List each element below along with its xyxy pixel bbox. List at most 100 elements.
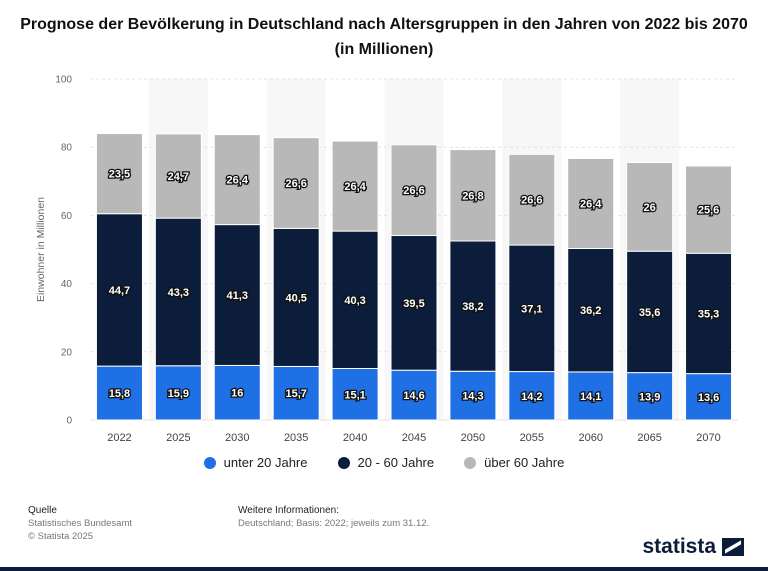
- bar-segment[interactable]: [154, 217, 202, 367]
- data-label: 15,1: [344, 389, 365, 401]
- bar-segment[interactable]: [567, 157, 615, 249]
- legend-marker-20-60: [337, 456, 350, 469]
- data-label: 26,8: [462, 190, 483, 202]
- data-label: 15,7: [285, 388, 306, 400]
- y-tick-label: 100: [55, 75, 72, 86]
- bar-segment[interactable]: [213, 364, 261, 421]
- x-tick-label: 2060: [578, 432, 602, 444]
- y-tick-label: 80: [61, 143, 73, 154]
- data-label: 41,3: [227, 290, 248, 302]
- data-label: 26,6: [403, 185, 424, 197]
- legend-label-under-20: unter 20 Jahre: [223, 455, 308, 470]
- data-label: 26,6: [285, 178, 306, 190]
- data-label: 23,5: [109, 169, 130, 181]
- data-label: 26,4: [227, 175, 249, 187]
- x-tick-label: 2040: [343, 432, 367, 444]
- data-label: 14,2: [521, 391, 542, 403]
- bar-segment[interactable]: [213, 224, 261, 366]
- data-label: 26,4: [344, 181, 366, 193]
- data-label: 40,5: [285, 292, 306, 304]
- bar-segment[interactable]: [331, 230, 379, 370]
- bar-segment[interactable]: [331, 140, 379, 232]
- bar-segment[interactable]: [508, 153, 556, 246]
- data-label: 25,6: [698, 205, 719, 217]
- bar-segment[interactable]: [154, 365, 202, 421]
- data-label: 15,8: [109, 388, 130, 400]
- data-label: 16: [231, 388, 243, 400]
- bar-segment[interactable]: [567, 371, 615, 421]
- legend-label-20-60: 20 - 60 Jahre: [357, 455, 435, 470]
- chart-title: Prognose der Bevölkerung in Deutschland …: [20, 16, 748, 58]
- data-label: 35,3: [698, 308, 719, 320]
- bar-segment[interactable]: [213, 134, 261, 226]
- y-axis-label: Einwohner in Millionen: [35, 197, 47, 302]
- bar-segment[interactable]: [685, 252, 733, 375]
- legend-marker-under-20: [203, 456, 216, 469]
- bar-segment[interactable]: [154, 133, 202, 219]
- x-tick-label: 2022: [107, 432, 131, 444]
- y-tick-label: 40: [61, 279, 73, 290]
- bar-segment[interactable]: [449, 149, 497, 242]
- bar-segment[interactable]: [272, 227, 320, 367]
- data-label: 13,6: [698, 392, 719, 404]
- x-tick-label: 2050: [461, 432, 485, 444]
- x-tick-label: 2030: [225, 432, 249, 444]
- data-label: 39,5: [403, 298, 424, 310]
- legend-item-20-60[interactable]: 20 - 60 Jahre: [337, 455, 435, 470]
- data-label: 43,3: [168, 287, 189, 299]
- y-tick-label: 20: [61, 347, 73, 358]
- y-tick-label: 0: [66, 416, 72, 427]
- bar-segment[interactable]: [95, 213, 143, 367]
- data-label: 14,1: [580, 391, 601, 403]
- source-section: Quelle Statistisches Bundesamt © Statist…: [28, 504, 132, 543]
- data-label: 40,3: [344, 295, 365, 307]
- legend-marker-over-60: [464, 456, 477, 469]
- x-tick-label: 2045: [402, 432, 426, 444]
- bar-segment[interactable]: [272, 365, 320, 421]
- bar-segment[interactable]: [626, 162, 674, 252]
- x-tick-label: 2035: [284, 432, 308, 444]
- bottom-accent-bar: [0, 567, 768, 571]
- legend-label-over-60: über 60 Jahre: [484, 455, 565, 470]
- bar-segment[interactable]: [685, 165, 733, 254]
- bar-segment[interactable]: [449, 240, 497, 372]
- chart-legend: unter 20 Jahre 20 - 60 Jahre über 60 Jah…: [0, 455, 768, 470]
- data-label: 26: [644, 202, 656, 214]
- data-label: 13,9: [639, 391, 660, 403]
- x-tick-label: 2025: [166, 432, 190, 444]
- data-label: 37,1: [521, 303, 542, 315]
- bar-segment[interactable]: [449, 370, 497, 421]
- data-label: 26,4: [580, 198, 602, 210]
- x-tick-label: 2065: [637, 432, 661, 444]
- info-heading: Weitere Informationen:: [238, 505, 339, 516]
- legend-item-under-20[interactable]: unter 20 Jahre: [203, 455, 308, 470]
- data-label: 24,7: [168, 171, 189, 183]
- data-label: 26,6: [521, 195, 542, 207]
- bar-segment[interactable]: [567, 247, 615, 373]
- source-heading: Quelle: [28, 505, 57, 516]
- bar-segment[interactable]: [390, 144, 438, 237]
- x-tick-label: 2055: [520, 432, 544, 444]
- bar-segment[interactable]: [272, 137, 320, 229]
- bar-segment[interactable]: [390, 369, 438, 421]
- y-tick-label: 60: [61, 211, 73, 222]
- brand-name: statista: [642, 535, 716, 558]
- data-label: 38,2: [462, 301, 483, 313]
- info-text: Deutschland; Basis: 2022; jeweils zum 31…: [238, 518, 430, 529]
- data-label: 14,3: [462, 391, 483, 403]
- x-tick-label: 2070: [696, 432, 720, 444]
- source-line[interactable]: Statistisches Bundesamt: [28, 518, 133, 529]
- data-label: 15,9: [168, 388, 189, 400]
- bar-segment[interactable]: [95, 133, 143, 215]
- data-label: 35,6: [639, 307, 660, 319]
- bar-segment[interactable]: [95, 365, 143, 421]
- data-label: 36,2: [580, 305, 601, 317]
- legend-item-over-60[interactable]: über 60 Jahre: [464, 455, 564, 470]
- statista-logo[interactable]: statista: [642, 535, 744, 559]
- bar-segment[interactable]: [331, 368, 379, 421]
- copyright-line: © Statista 2025: [28, 531, 94, 542]
- statista-logo-icon: [722, 538, 744, 556]
- info-section: Weitere Informationen: Deutschland; Basi…: [238, 504, 429, 530]
- bar-segment[interactable]: [390, 235, 438, 371]
